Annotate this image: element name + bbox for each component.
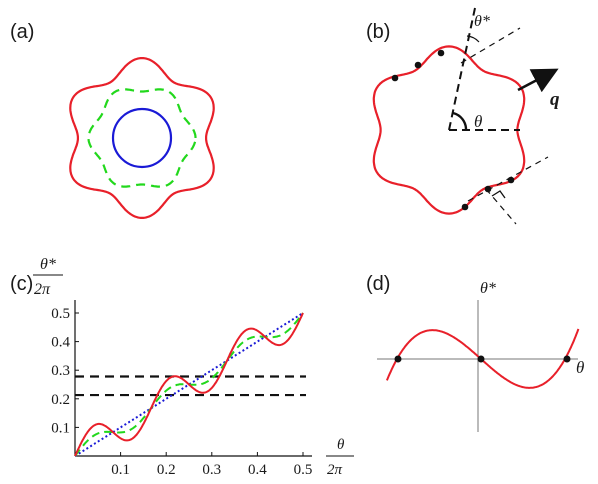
c-x-tick-label: 0.5 [294, 462, 313, 478]
green-dashed-hexagon [87, 88, 197, 188]
c-x-tick-label: 0.4 [248, 462, 267, 478]
theta-label: θ [474, 112, 482, 131]
d-ylabel: θ* [480, 280, 496, 297]
tangent-line-top [460, 27, 521, 64]
panel-c-chart: 0.1 0.2 0.3 0.4 0.5 0.1 0.2 0.3 0.4 0.5 θ* 2π θ 2… [33, 256, 354, 478]
c-series-red [74, 312, 304, 457]
c-ylabel-numerator: θ* [40, 256, 56, 273]
point-b5 [507, 176, 515, 184]
panel-label-b: (b) [366, 21, 390, 43]
panel-label-a: (a) [10, 21, 34, 43]
c-x-tick-label: 0.1 [111, 462, 130, 478]
c-xlabel-denominator: 2π [327, 462, 343, 478]
panel-label-c: (c) [10, 273, 33, 295]
radius-line [448, 7, 476, 131]
d-root-middle [477, 355, 485, 363]
q-arrow [517, 68, 559, 93]
theta-star-arc [466, 35, 480, 43]
d-root-left [394, 355, 402, 363]
d-root-right [563, 355, 571, 363]
theta-arc [452, 111, 468, 131]
theta-star-label: θ* [474, 13, 490, 30]
c-x-tick-label: 0.3 [202, 462, 221, 478]
c-y-tick-label: 0.4 [51, 335, 70, 351]
point-b1 [391, 74, 399, 82]
panel-label-d: (d) [366, 273, 390, 295]
c-xlabel-numerator: θ [337, 437, 345, 453]
point-b6 [461, 203, 469, 211]
c-y-tick-label: 0.2 [51, 392, 70, 408]
blue-circle [111, 107, 173, 169]
point-b3 [437, 49, 445, 57]
c-y-tick-label: 0.1 [51, 420, 70, 436]
d-xlabel: θ [576, 358, 584, 377]
normal-line-bottom [485, 188, 517, 225]
c-y-tick-label: 0.3 [51, 363, 70, 379]
c-ticks: 0.1 0.2 0.3 0.4 0.5 0.1 0.2 0.3 0.4 0.5 [51, 306, 312, 478]
q-label: q [550, 89, 560, 110]
c-y-tick-label: 0.5 [51, 306, 70, 322]
c-ylabel-denominator: 2π [34, 281, 51, 298]
red-wavy-hexagon-b [372, 45, 526, 215]
c-hlines [75, 375, 306, 397]
right-angle-mark [491, 190, 506, 199]
red-wavy-hexagon [69, 57, 215, 219]
panel-b-diagram: θ* θ q [372, 7, 560, 225]
point-b2 [414, 61, 422, 69]
panel-d-diagram: θ* θ [377, 280, 584, 432]
point-b4 [484, 185, 492, 193]
c-x-tick-label: 0.2 [157, 462, 176, 478]
c-series [74, 312, 304, 457]
panel-a-diagram [69, 57, 215, 219]
